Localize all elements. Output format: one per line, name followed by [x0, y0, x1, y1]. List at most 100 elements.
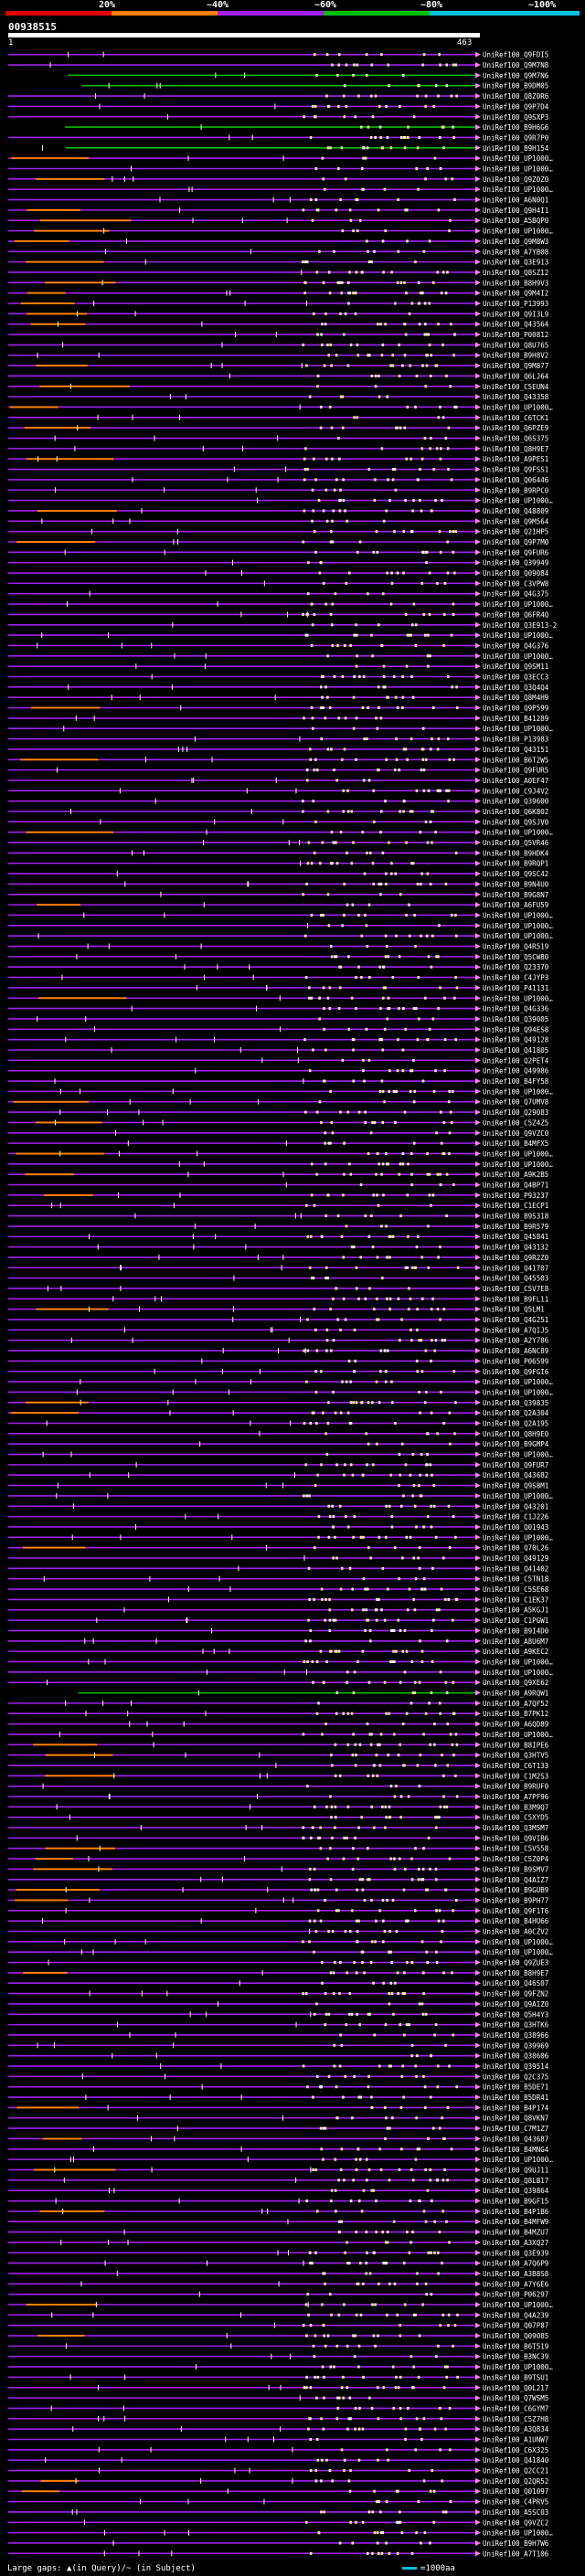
hit-end-arrow [475, 2436, 481, 2443]
mismatch-dot [305, 2334, 308, 2337]
mismatch-dot [420, 1649, 424, 1653]
mismatch-dot [434, 1764, 437, 1767]
mismatch-dot [440, 1940, 442, 1944]
mismatch-dot [362, 2282, 365, 2285]
mismatch-dot [315, 1659, 319, 1663]
hit-label: UniRef100_Q9P7M0 [483, 538, 549, 546]
mismatch-dot [324, 2012, 328, 2016]
hit-row: UniRef100_Q3HTV5 [8, 1752, 548, 1760]
mismatch-dot [332, 1618, 335, 1622]
hit-label: UniRef100_B4P1B6 [483, 2208, 549, 2216]
hit-end-arrow [475, 51, 481, 58]
mismatch-dot [409, 810, 412, 813]
mismatch-dot [312, 312, 315, 315]
mismatch-dot [398, 1172, 401, 1176]
hit-label: UniRef100_Q9XE62 [483, 1679, 548, 1687]
hit-label: UniRef100_UP1000… [483, 922, 553, 930]
mismatch-dot [348, 2012, 351, 2016]
mismatch-dot [343, 2458, 346, 2462]
hit-label: UniRef100_Q43151 [483, 746, 548, 754]
mismatch-dot [388, 1992, 391, 1996]
mismatch-dot [332, 1525, 335, 1529]
mismatch-dot [403, 1110, 407, 1114]
hit-row: UniRef100_Q9VZC0 [8, 1129, 549, 1138]
mismatch-dot [426, 872, 430, 875]
mismatch-dot [314, 166, 318, 170]
hit-label: UniRef100_B5DE71 [483, 2083, 548, 2092]
mismatch-dot [364, 156, 367, 160]
hit-end-arrow [475, 1897, 481, 1903]
mismatch-dot [314, 1370, 317, 1373]
mismatch-dot [350, 996, 354, 1000]
mismatch-dot [430, 1504, 432, 1508]
mismatch-dot [371, 115, 375, 119]
mismatch-dot [356, 1930, 359, 1933]
hit-label: UniRef100_C1PGW1 [483, 1617, 548, 1625]
mismatch-dot [444, 437, 448, 440]
mismatch-dot [330, 530, 333, 534]
hit-label: UniRef100_B9I4D0 [483, 1627, 549, 1635]
hit-row: UniRef100_Q9SXP3 [8, 113, 548, 122]
mismatch-dot [335, 779, 338, 782]
mismatch-dot [320, 737, 324, 741]
mismatch-dot [362, 675, 366, 678]
hit-label: UniRef100_Q8U765 [483, 341, 548, 349]
mismatch-dot [311, 623, 314, 627]
hit-end-arrow [475, 1959, 481, 1966]
mismatch-dot [398, 2520, 400, 2524]
mismatch-dot [315, 769, 319, 772]
mismatch-dot [453, 198, 456, 202]
mismatch-dot [426, 841, 430, 844]
mismatch-dot [379, 831, 382, 834]
hit-label: UniRef100_Q8SZ12 [483, 269, 548, 277]
mismatch-dot [412, 1141, 416, 1145]
hit-label: UniRef100_B9HDK4 [483, 849, 549, 857]
hit-row: UniRef100_Q6LJ64 [8, 372, 549, 380]
hit-row: UniRef100_B4MFW9 [8, 2218, 548, 2226]
hit-label: UniRef100_Q8VKN7 [483, 2115, 548, 2123]
hit-end-arrow [475, 1825, 481, 1831]
mismatch-dot [360, 1816, 363, 1819]
hit-end-arrow [475, 1845, 481, 1851]
mismatch-dot [420, 581, 423, 585]
mismatch-dot [371, 654, 374, 658]
mismatch-dot [335, 2344, 339, 2348]
mismatch-dot [449, 218, 452, 222]
hit-end-arrow [475, 601, 481, 608]
hit-label: UniRef100_A2Y786 [483, 1337, 549, 1345]
mismatch-dot [452, 602, 455, 606]
hit-label: UniRef100_Q43358 [483, 393, 549, 401]
mismatch-dot [323, 1027, 325, 1031]
mismatch-dot [332, 1339, 335, 1342]
hit-row: UniRef100_UP1000… [8, 186, 553, 194]
hit-row: UniRef100_Q9FUR6 [8, 548, 549, 557]
hit-row: UniRef100_Q6K802 [8, 808, 548, 816]
mismatch-dot [342, 810, 346, 813]
hit-end-arrow [475, 1762, 481, 1768]
mismatch-dot [407, 125, 410, 129]
mismatch-dot [445, 789, 448, 792]
hit-end-arrow [475, 1389, 481, 1395]
mismatch-dot [329, 2365, 333, 2369]
mismatch-dot [346, 1110, 349, 1114]
mismatch-dot [309, 2438, 313, 2442]
mismatch-dot [305, 364, 308, 367]
hit-label: UniRef100_Q7UMV8 [483, 1098, 549, 1107]
mismatch-dot [427, 633, 430, 637]
mismatch-dot [326, 996, 330, 1000]
mismatch-dot [343, 913, 346, 917]
hit-end-arrow [475, 1856, 481, 1862]
hit-row: UniRef100_Q2C375 [8, 2072, 548, 2081]
hit-label: UniRef100_Q3E913 [483, 259, 548, 267]
mismatch-dot [422, 1992, 425, 1996]
mismatch-dot [438, 1816, 441, 1819]
mismatch-dot [330, 1754, 333, 1757]
hit-label: UniRef100_Q41402 [483, 1564, 548, 1573]
mismatch-dot [312, 509, 315, 513]
mismatch-dot [429, 1463, 432, 1467]
mismatch-dot [426, 1151, 429, 1155]
mismatch-dot [324, 1079, 326, 1083]
mismatch-dot [314, 820, 317, 823]
mismatch-dot [340, 2147, 344, 2151]
hit-end-arrow [475, 1015, 481, 1022]
